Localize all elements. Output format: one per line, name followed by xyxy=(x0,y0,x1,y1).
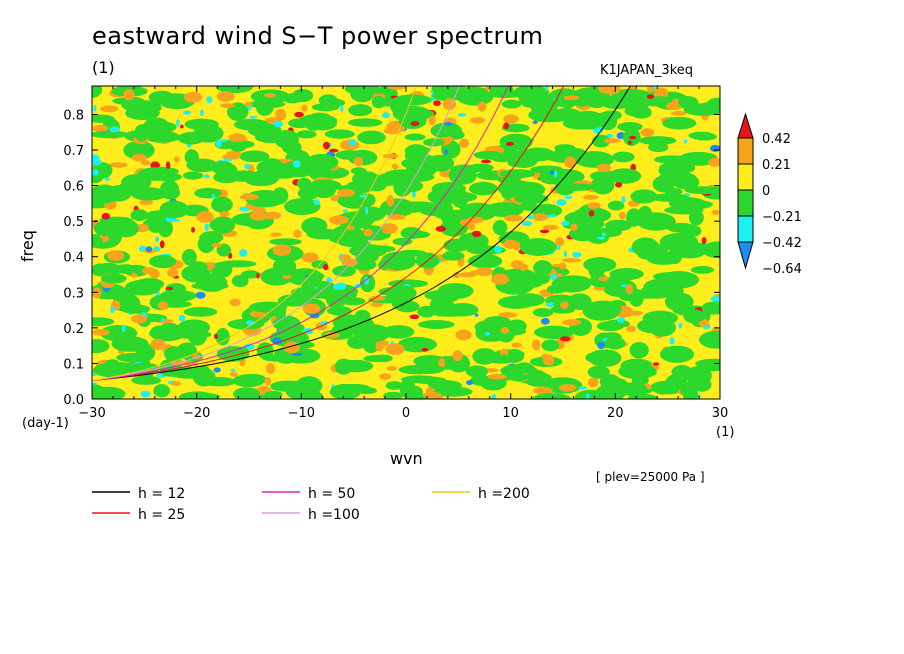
x-tick-label: −10 xyxy=(288,406,315,421)
colorbar-segment xyxy=(737,163,754,191)
legend-label: h = 50 xyxy=(308,486,355,502)
colorbar-label: −0.21 xyxy=(762,210,802,225)
x-tick-label: 0 xyxy=(402,406,410,421)
colorbar-segment xyxy=(737,189,754,217)
y-tick-label: 0.2 xyxy=(63,322,84,337)
x-tick-label: 10 xyxy=(502,406,519,421)
colorbar-top-arrow xyxy=(737,112,754,139)
colorbar-bottom-arrow xyxy=(737,241,754,270)
curve-25 xyxy=(92,86,565,381)
y-axis-units: (day-1) xyxy=(22,416,69,431)
colorbar-label: 0.42 xyxy=(762,132,791,147)
y-tick-label: 0.3 xyxy=(63,286,84,301)
chart-title: eastward wind S−T power spectrum xyxy=(92,22,544,50)
colorbar-label: 0 xyxy=(762,184,770,199)
legend-label: h = 12 xyxy=(138,486,185,502)
colorbar-label: −0.64 xyxy=(762,262,802,277)
x-tick-label: −30 xyxy=(78,406,105,421)
y-tick-label: 0.6 xyxy=(63,180,84,195)
curve-100 xyxy=(92,86,460,381)
y-tick-label: 0.0 xyxy=(63,393,84,408)
colorbar-segment xyxy=(737,137,754,165)
y-tick-label: 0.7 xyxy=(63,144,84,159)
spectrum-field xyxy=(92,86,720,399)
y-tick-label: 0.1 xyxy=(63,357,84,372)
y-tick-label: 0.4 xyxy=(63,251,84,266)
level-note: [ plev=25000 Pa ] xyxy=(596,470,705,484)
legend-label: h = 25 xyxy=(138,507,185,523)
dispersion-curves xyxy=(92,86,631,381)
colorbar-segment xyxy=(737,215,754,243)
x-tick-label: 30 xyxy=(712,406,729,421)
colorbar-label: −0.42 xyxy=(762,236,802,251)
y-tick-label: 0.5 xyxy=(63,215,84,230)
legend-label: h =100 xyxy=(308,507,360,523)
curve-200 xyxy=(92,86,417,381)
y-tick-label: 0.8 xyxy=(63,108,84,123)
x-axis-label: wvn xyxy=(390,449,423,468)
colorbar-label: 0.21 xyxy=(762,158,791,173)
x-tick-label: −20 xyxy=(183,406,210,421)
legend-label: h =200 xyxy=(478,486,530,502)
experiment-label: K1JAPAN_3keq xyxy=(600,63,694,78)
curve-12 xyxy=(92,86,631,381)
x-tick-label: 20 xyxy=(607,406,624,421)
title-units: (1) xyxy=(92,58,115,77)
x-axis-units: (1) xyxy=(716,425,735,440)
curve-50 xyxy=(92,86,509,381)
